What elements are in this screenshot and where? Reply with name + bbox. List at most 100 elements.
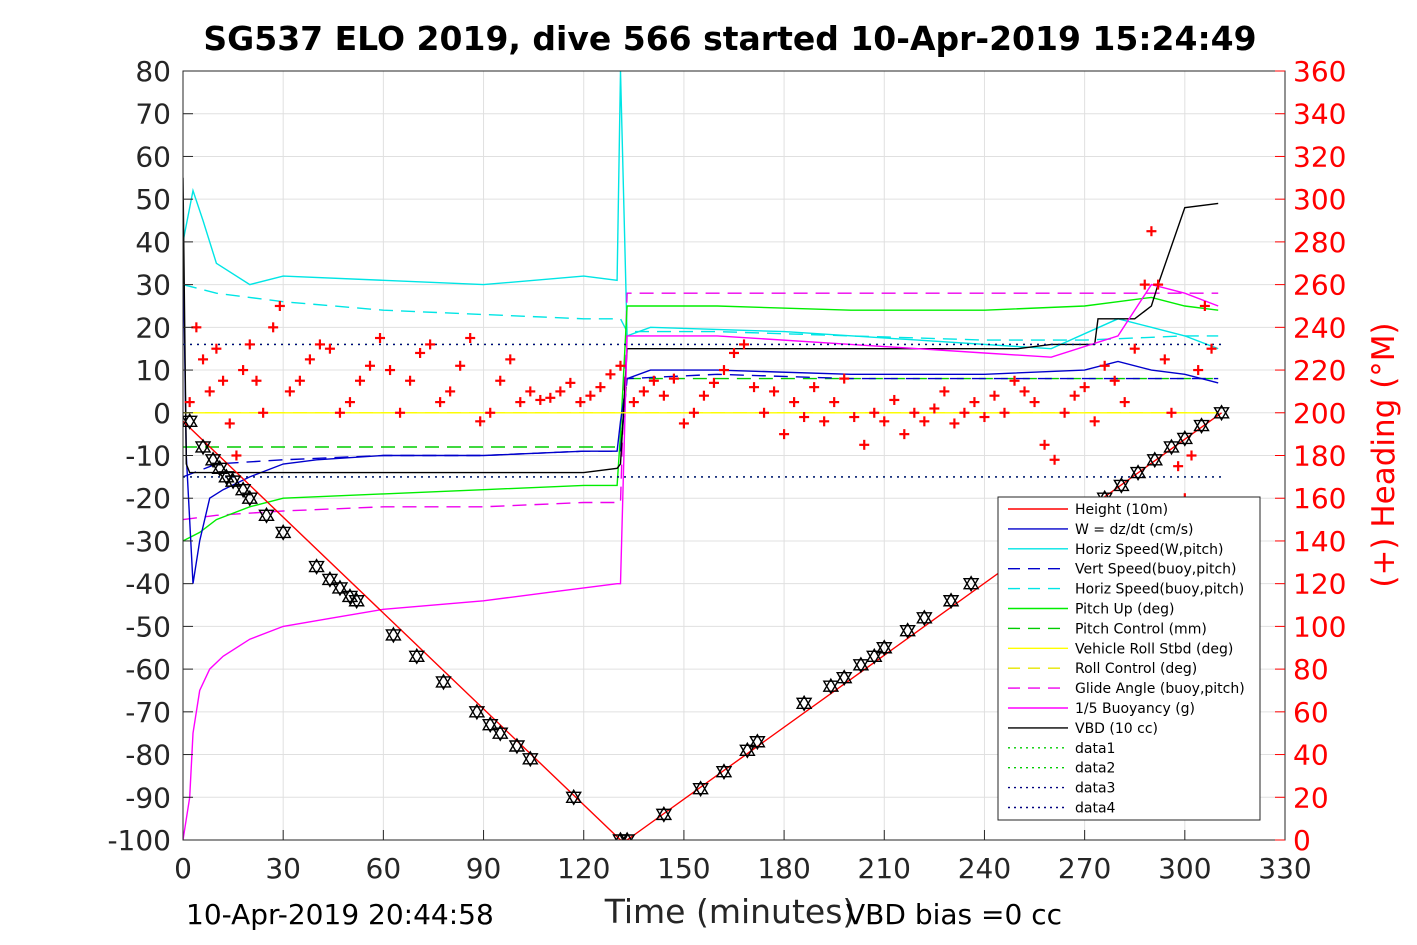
legend-item-data2: data2 xyxy=(1008,761,1115,777)
heading-point xyxy=(211,343,222,354)
legend-label: Pitch Control (mm) xyxy=(1075,621,1207,637)
legend-item-pitch-control-mm: Pitch Control (mm) xyxy=(1008,621,1207,637)
depth-marker xyxy=(942,592,960,610)
heading-point xyxy=(465,333,476,344)
y-tick-label: 70 xyxy=(135,98,171,131)
legend-label: data3 xyxy=(1075,781,1115,797)
heading-point xyxy=(869,407,880,418)
heading-point xyxy=(859,439,870,450)
heading-point xyxy=(999,407,1010,418)
heading-point xyxy=(1166,407,1177,418)
heading-point xyxy=(648,375,659,386)
series-line-height-10m xyxy=(183,412,1223,840)
legend-item-height-10m: Height (10m) xyxy=(1008,502,1168,518)
depth-marker xyxy=(899,622,916,640)
heading-point xyxy=(1173,461,1184,472)
right-tick-label: 40 xyxy=(1293,739,1329,772)
legend-item-data3: data3 xyxy=(1008,781,1115,797)
legend-item-horiz-speed-w-pitch: Horiz Speed(W,pitch) xyxy=(1008,542,1223,558)
heading-point xyxy=(1079,382,1090,393)
series-line-vert-speed-buoy-pitch xyxy=(183,373,1219,478)
heading-point xyxy=(224,418,235,429)
heading-point xyxy=(258,407,269,418)
legend-label: data4 xyxy=(1075,801,1116,817)
heading-point xyxy=(191,322,202,333)
x-tick-label: 150 xyxy=(657,852,710,885)
legend-item-data1: data1 xyxy=(1008,741,1115,757)
x-tick-label: 90 xyxy=(466,852,502,885)
heading-point xyxy=(739,339,750,350)
depth-marker xyxy=(508,737,526,755)
series-line-vbd-10-cc xyxy=(183,177,1219,474)
heading-point xyxy=(1039,439,1050,450)
heading-point xyxy=(274,300,285,311)
heading-point xyxy=(1206,343,1217,354)
heading-point xyxy=(615,360,626,371)
depth-marker xyxy=(492,724,509,742)
heading-point xyxy=(1109,375,1120,386)
legend-label: W = dz/dt (cm/s) xyxy=(1075,522,1194,538)
heading-point xyxy=(1099,360,1110,371)
heading-points xyxy=(184,226,1217,504)
depth-marker xyxy=(224,472,242,490)
heading-point xyxy=(304,354,315,365)
y-tick-label: -10 xyxy=(125,440,171,473)
x-tick-label: 0 xyxy=(174,852,192,885)
series-line-horiz-speed-buoy-pitch xyxy=(183,283,1219,341)
y-tick-label: -60 xyxy=(125,653,171,686)
depth-marker xyxy=(348,592,365,610)
heading-point xyxy=(314,339,325,350)
right-tick-label: 340 xyxy=(1293,98,1346,131)
x-tick-label: 210 xyxy=(858,852,911,885)
legend-label: Glide Angle (buoy,pitch) xyxy=(1075,681,1245,697)
heading-point xyxy=(909,407,920,418)
y-tick-label: -80 xyxy=(125,739,171,772)
heading-point xyxy=(334,407,345,418)
heading-point xyxy=(969,397,980,408)
right-tick-label: 260 xyxy=(1293,269,1346,302)
depth-marker xyxy=(739,741,756,759)
depth-marker xyxy=(822,677,840,695)
heading-point xyxy=(515,397,526,408)
depth-marker xyxy=(183,412,198,430)
right-tick-label: 20 xyxy=(1293,781,1329,814)
depth-marker xyxy=(468,703,486,721)
legend-label: Height (10m) xyxy=(1075,502,1168,518)
right-tick-label: 140 xyxy=(1293,525,1346,558)
heading-point xyxy=(729,347,739,358)
heading-point xyxy=(829,397,840,408)
depth-marker xyxy=(618,831,636,840)
legend: Height (10m) W = dz/dt (cm/s) Horiz Speed(… xyxy=(997,496,1261,821)
x-tick-label: 240 xyxy=(958,852,1011,885)
heading-point xyxy=(585,390,596,401)
right-tick-label: 360 xyxy=(1293,55,1346,88)
right-tick-label: 180 xyxy=(1293,440,1346,473)
right-tick-label: 100 xyxy=(1293,610,1346,643)
heading-point xyxy=(268,322,279,333)
legend-item-roll-control-deg: Roll Control (deg) xyxy=(1008,661,1197,677)
right-tick-label: 80 xyxy=(1293,653,1329,686)
legend-label: Pitch Up (deg) xyxy=(1075,602,1174,618)
heading-point xyxy=(354,375,365,386)
x-axis-ticks: 0 30 60 90 120 150 180 210 240 270 300 330 xyxy=(174,830,1312,885)
depth-marker xyxy=(408,647,425,665)
depth-marker xyxy=(715,763,733,781)
heading-point xyxy=(198,354,209,365)
heading-point xyxy=(708,377,719,388)
depth-marker xyxy=(916,609,933,627)
heading-point xyxy=(231,450,242,461)
heading-point xyxy=(1049,454,1060,465)
heading-point xyxy=(238,365,249,376)
heading-point xyxy=(769,386,780,397)
depth-marker xyxy=(1213,404,1230,422)
heading-point xyxy=(779,429,790,440)
heading-point xyxy=(1069,390,1080,401)
right-tick-label: 280 xyxy=(1293,226,1346,259)
depth-marker xyxy=(1113,477,1130,494)
right-tick-label: 240 xyxy=(1293,311,1346,344)
heading-point xyxy=(251,375,262,386)
heading-point xyxy=(698,390,709,401)
heading-point xyxy=(989,390,1000,401)
heading-point xyxy=(1089,416,1100,427)
heading-point xyxy=(535,394,546,405)
